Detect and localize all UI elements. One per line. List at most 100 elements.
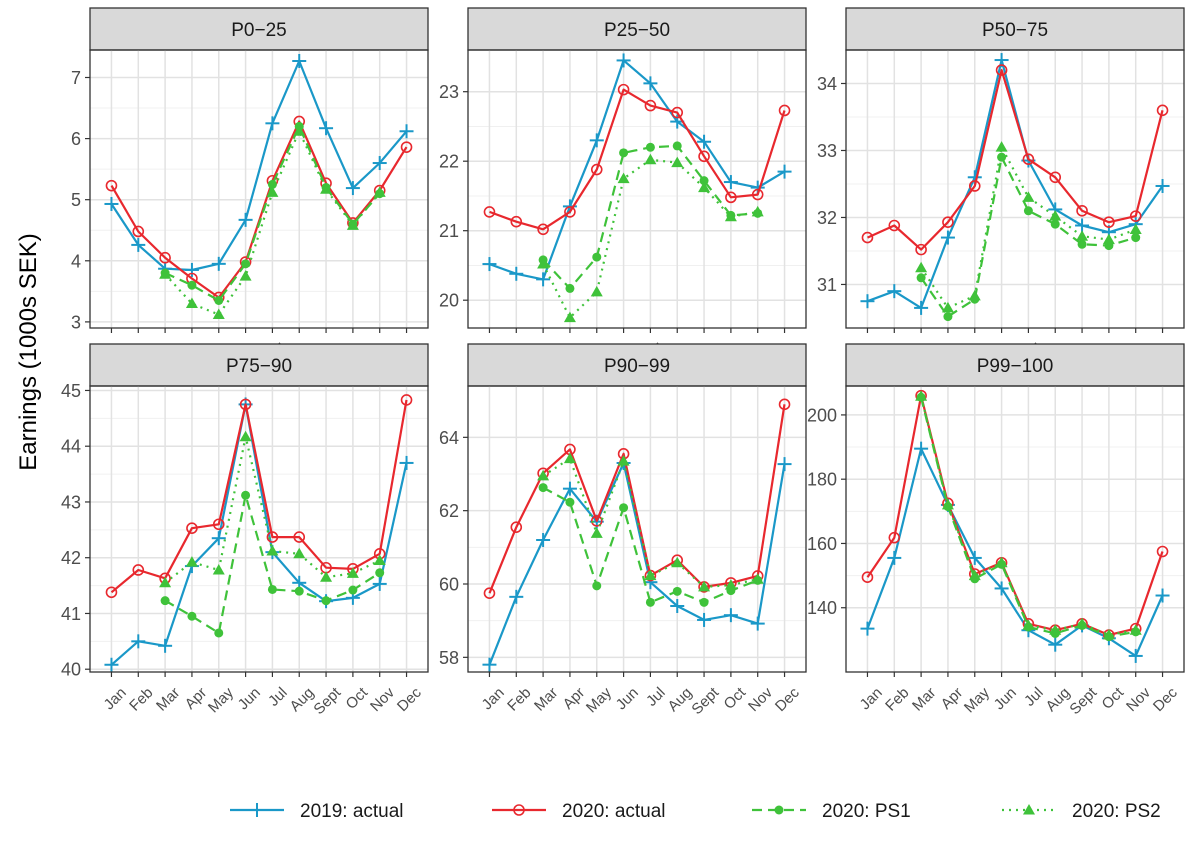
data-point bbox=[1102, 629, 1115, 640]
series-actual2020 bbox=[483, 83, 791, 236]
data-point bbox=[995, 141, 1008, 152]
data-point bbox=[105, 179, 118, 192]
data-point bbox=[698, 580, 711, 592]
data-point bbox=[565, 497, 575, 507]
panel-strip bbox=[467, 7, 807, 51]
data-point bbox=[565, 283, 575, 293]
data-point bbox=[482, 257, 497, 272]
series-line bbox=[488, 461, 786, 666]
data-point bbox=[914, 441, 929, 456]
data-point bbox=[888, 219, 901, 232]
data-point bbox=[1076, 230, 1089, 241]
data-point bbox=[941, 498, 954, 510]
data-point bbox=[1102, 233, 1115, 245]
data-point bbox=[672, 586, 682, 596]
panel-strip bbox=[89, 343, 429, 387]
data-point bbox=[723, 608, 738, 623]
x-tick-label: Mar bbox=[909, 684, 939, 714]
data-point bbox=[619, 503, 629, 513]
panel-strip-label: P99−100 bbox=[977, 356, 1054, 377]
x-tick-label: Feb bbox=[882, 684, 912, 714]
panels-layer: P0−2534567JanFebMarAprMayJunJulAugSeptOc… bbox=[61, 7, 1185, 718]
legend-entry: 2020: PS1 bbox=[752, 801, 911, 822]
data-point bbox=[644, 153, 657, 165]
panel-border bbox=[845, 385, 1185, 673]
series-actual2019 bbox=[860, 441, 1170, 663]
y-axis-label: Earnings (1000s SEK) bbox=[15, 233, 42, 470]
x-tick-label: Dec bbox=[394, 684, 425, 715]
y-tick-label: 21 bbox=[439, 221, 459, 241]
y-tick-label: 4 bbox=[71, 251, 81, 271]
y-tick-label: 7 bbox=[71, 68, 81, 88]
y-tick-label: 3 bbox=[71, 312, 81, 332]
data-point bbox=[1155, 588, 1170, 603]
data-point bbox=[589, 133, 604, 148]
data-point bbox=[724, 579, 737, 590]
data-point bbox=[239, 398, 252, 411]
data-point bbox=[699, 176, 709, 186]
y-tick-label: 64 bbox=[439, 428, 459, 448]
data-point bbox=[590, 527, 603, 538]
data-point bbox=[563, 452, 576, 464]
panel-3: P50−7531323334JanFebMarAprMayJunJulAugSe… bbox=[817, 7, 1185, 374]
data-point bbox=[697, 134, 712, 149]
data-point bbox=[293, 547, 306, 559]
data-point bbox=[1077, 239, 1087, 249]
legend-entry: 2020: PS2 bbox=[1002, 801, 1161, 822]
data-point bbox=[132, 225, 145, 238]
y-tick-label: 180 bbox=[807, 470, 837, 490]
y-tick-label: 33 bbox=[817, 141, 837, 161]
x-tick-label: Mar bbox=[531, 684, 561, 714]
data-point bbox=[725, 191, 737, 204]
data-point bbox=[698, 150, 710, 163]
y-tick-label: 200 bbox=[807, 405, 837, 425]
x-tick-label: Dec bbox=[1150, 684, 1181, 715]
data-point bbox=[214, 628, 224, 638]
data-point bbox=[400, 394, 413, 406]
series-actual2019 bbox=[482, 53, 792, 287]
legend-entry: 2019: actual bbox=[230, 801, 404, 822]
y-tick-label: 62 bbox=[439, 501, 459, 521]
data-point bbox=[645, 597, 655, 607]
data-point bbox=[538, 483, 548, 493]
data-point bbox=[592, 581, 602, 591]
series-line bbox=[110, 399, 408, 594]
legend-key-marker bbox=[774, 805, 784, 815]
data-point bbox=[617, 172, 630, 184]
legend-label: 2020: PS1 bbox=[822, 801, 911, 822]
data-point bbox=[698, 181, 711, 193]
series-ps2 bbox=[537, 452, 764, 592]
panel-border bbox=[467, 385, 807, 673]
data-point bbox=[321, 596, 331, 606]
data-point bbox=[537, 258, 550, 269]
data-point bbox=[375, 568, 385, 578]
data-point bbox=[915, 243, 927, 256]
data-point bbox=[888, 531, 901, 544]
data-point bbox=[348, 585, 358, 595]
legend-label: 2019: actual bbox=[300, 801, 404, 822]
data-point bbox=[536, 533, 551, 547]
x-tick-label: Nov bbox=[1123, 684, 1154, 715]
series-actual2019 bbox=[482, 456, 792, 672]
data-point bbox=[211, 531, 226, 546]
data-point bbox=[1129, 210, 1142, 222]
series-line bbox=[542, 486, 759, 604]
series-line bbox=[489, 59, 786, 281]
data-point bbox=[994, 581, 1009, 596]
data-point bbox=[1131, 233, 1141, 243]
panel-strip-label: P0−25 bbox=[231, 20, 286, 41]
data-point bbox=[592, 252, 602, 262]
data-point bbox=[131, 237, 146, 252]
x-tick-label: Sept bbox=[310, 684, 344, 718]
y-tick-label: 42 bbox=[61, 548, 81, 568]
data-point bbox=[241, 490, 251, 500]
panel-border bbox=[845, 49, 1185, 329]
data-point bbox=[105, 586, 118, 599]
data-point bbox=[777, 457, 792, 472]
data-point bbox=[509, 589, 524, 604]
series-ps2 bbox=[159, 430, 386, 588]
data-point bbox=[159, 251, 171, 264]
data-point bbox=[590, 285, 603, 297]
legend-key-marker bbox=[1023, 804, 1035, 815]
data-point bbox=[751, 573, 764, 584]
